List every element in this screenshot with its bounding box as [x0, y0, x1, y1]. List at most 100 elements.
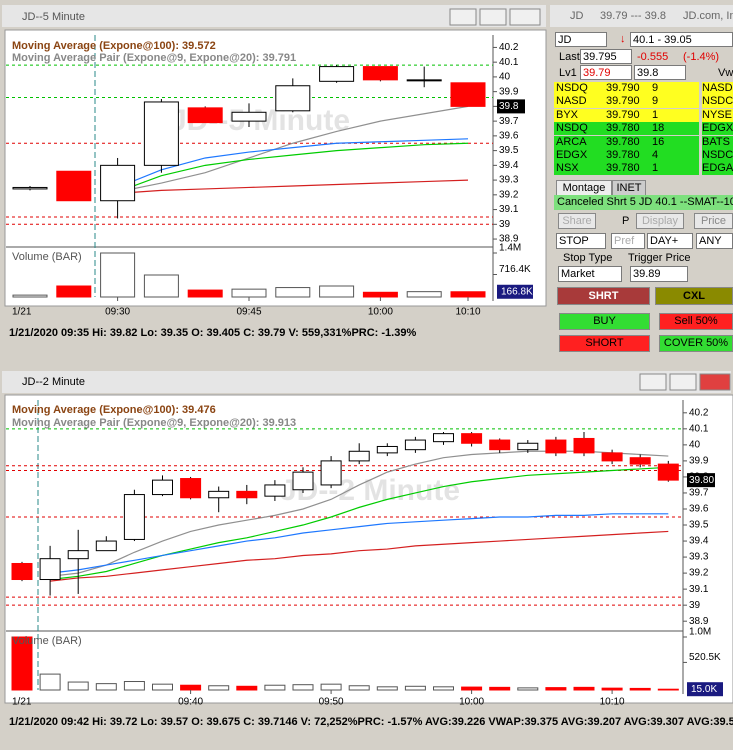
short-button[interactable]: SHORT [559, 335, 650, 352]
bid-size: 4 [652, 149, 659, 161]
range: 40.1 - 39.05 [630, 32, 733, 47]
y-tick-label: 39.9 [499, 86, 519, 97]
volume-bar [433, 686, 454, 691]
current-volume-label: 166.8K [501, 286, 533, 297]
candle-body [601, 452, 623, 462]
maximize-button[interactable] [479, 8, 507, 26]
candle-body [376, 445, 398, 454]
x-tick-label: 09:45 [236, 307, 261, 318]
book-row [554, 108, 699, 122]
candle-body [489, 439, 511, 451]
candle-body [11, 562, 33, 581]
volume-bar [489, 686, 511, 691]
bid: 39.79 [580, 65, 632, 80]
ma-label: Moving Average (Expone@100): 39.572 [12, 40, 216, 52]
ask: 39.8 [634, 65, 686, 80]
bid-name: NSDQ [556, 82, 588, 94]
bid-price: 39.790 [606, 82, 640, 94]
volume-bar [12, 294, 48, 298]
last-label: Last [559, 51, 580, 63]
y-tick-label: 39.5 [689, 520, 709, 531]
book-row [554, 122, 699, 136]
volume-bar [657, 688, 679, 691]
sell50-button[interactable]: Sell 50% [659, 313, 733, 330]
volume-bar [319, 285, 355, 298]
display-button[interactable]: Display [636, 213, 684, 229]
y-tick-label: 39.2 [689, 568, 709, 579]
price-button[interactable]: Price [694, 213, 733, 229]
bid-price: 39.780 [606, 162, 640, 175]
ask-name: NSDC [702, 149, 733, 162]
minimize-button[interactable] [449, 8, 477, 26]
pair-label: Moving Average Pair (Expone@9, Expone@20… [12, 52, 296, 64]
moving-average [117, 142, 469, 193]
close-button[interactable] [699, 373, 731, 391]
book-row [554, 149, 699, 162]
window-title: JD--2 Minute [22, 376, 85, 388]
ask-name: NSDC [702, 95, 733, 109]
tab[interactable]: INET [612, 180, 646, 196]
volume-bar [517, 687, 539, 691]
pref[interactable]: Pref [611, 233, 645, 249]
y-tick-label: 39.1 [499, 204, 519, 215]
down-arrow: ↓ [620, 33, 626, 45]
bid-name: NSX [556, 162, 579, 175]
candle-body [319, 66, 355, 82]
volume-bar [231, 288, 267, 298]
stop-type[interactable]: Market [558, 266, 622, 282]
order-type[interactable]: STOP [556, 233, 606, 249]
trigger[interactable]: 39.89 [630, 266, 688, 282]
candle-body [236, 490, 258, 499]
volume-bar [404, 685, 426, 691]
candle-body [67, 550, 89, 560]
volume-tick-label: 1.4M [499, 243, 521, 254]
volume-bar [187, 289, 223, 298]
volume-bar [461, 686, 483, 691]
route[interactable]: ANY [696, 233, 733, 249]
volume-bar [275, 287, 311, 298]
volume-bar [629, 687, 651, 691]
y-tick-label: 39.5 [499, 145, 519, 156]
ask-name: EDGX [702, 122, 733, 136]
volume-bar [601, 687, 623, 691]
change: -0.555 [637, 51, 669, 63]
volume-bar [100, 252, 136, 298]
status: Canceled Shrt 5 JD 40.1 --SMAT--10:12:5 [554, 195, 733, 210]
tif[interactable]: DAY+ [647, 233, 693, 249]
y-tick-label: 38.9 [499, 234, 519, 245]
volume-bar [406, 291, 442, 298]
minimize-button[interactable] [639, 373, 667, 391]
candle-body [573, 437, 595, 454]
bid-size: 1 [652, 108, 659, 121]
x-tick-label: 10:10 [455, 307, 480, 318]
x-tick-label: 10:00 [459, 697, 484, 708]
maximize-button[interactable] [669, 373, 697, 391]
current-volume-tag [497, 284, 533, 299]
buy-button[interactable]: BUY [559, 313, 650, 330]
y-tick-label: 39.2 [499, 189, 519, 200]
window-title: JD [570, 10, 584, 22]
cover50-button[interactable]: COVER 50% [659, 335, 733, 352]
candle-body [461, 433, 483, 444]
pair-label: Moving Average Pair (Expone@9, Expone@20… [12, 417, 296, 429]
candle-body [450, 82, 486, 107]
candle-body [264, 484, 286, 497]
close-button[interactable] [509, 8, 541, 26]
candle-body [123, 494, 145, 540]
volume-bar [264, 684, 286, 691]
tab[interactable]: Montage [556, 180, 612, 196]
y-tick-label: 39 [689, 600, 701, 611]
candle-body [100, 164, 136, 202]
share-button[interactable]: Share [558, 213, 596, 229]
candle-body [404, 439, 426, 451]
shrt-button[interactable]: SHRT [557, 287, 650, 305]
last: 39.795 [580, 49, 632, 64]
moving-average [50, 513, 669, 574]
title-quote: 39.79 --- 39.8 [600, 10, 667, 22]
symbol-input[interactable]: JD [555, 32, 607, 47]
chart-window: JD--5 Minute JD--5 Minute40.240.14039.93… [0, 0, 548, 362]
y-tick-label: 39.4 [499, 160, 519, 171]
y-tick-label: 39.3 [499, 175, 519, 186]
volume-bar [450, 291, 486, 298]
cxl-button[interactable]: CXL [655, 287, 733, 305]
